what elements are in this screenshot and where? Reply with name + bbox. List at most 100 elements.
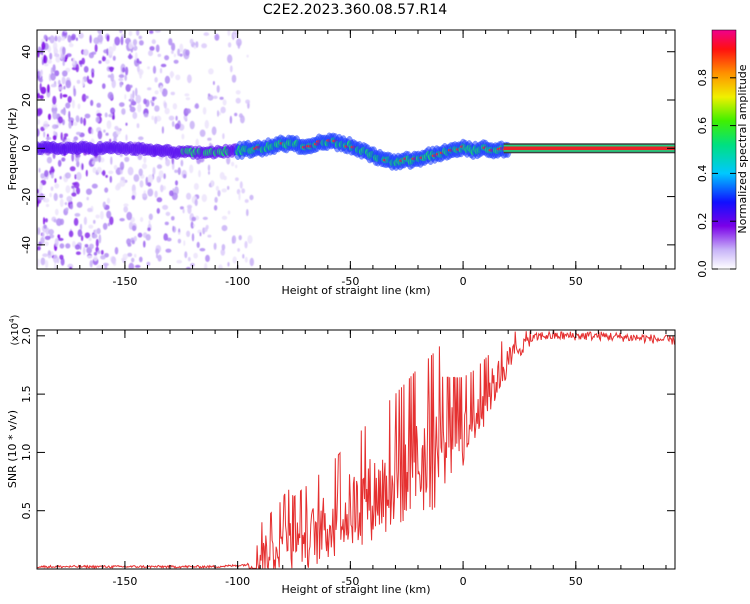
noise-speck (37, 108, 43, 115)
noise-speck (150, 100, 153, 104)
noise-speck (42, 253, 48, 257)
noise-speck (75, 63, 80, 73)
noise-speck (147, 182, 152, 187)
noise-speck (75, 115, 80, 123)
noise-speck (222, 133, 225, 140)
noise-speck (44, 170, 49, 178)
noise-speck (71, 185, 75, 189)
noise-speck (234, 112, 238, 117)
noise-speck (61, 76, 66, 85)
noise-speck (157, 254, 162, 262)
noise-speck (143, 112, 149, 118)
noise-speck (84, 113, 91, 119)
spectrogram-y-ticks: -40 -20 0 20 40 (20, 45, 675, 254)
noise-speck (179, 206, 184, 210)
noise-speck (249, 257, 254, 267)
noise-speck (73, 181, 80, 189)
noise-speck (122, 253, 128, 260)
noise-speck (212, 81, 215, 85)
noise-speck (249, 194, 254, 201)
noise-speck (151, 115, 155, 121)
noise-speck (129, 106, 136, 113)
noise-speck (168, 38, 173, 46)
noise-speck (118, 74, 125, 78)
noise-speck (241, 188, 246, 194)
noise-speck (207, 234, 212, 238)
noise-speck (59, 193, 63, 199)
noise-speck (37, 246, 41, 251)
noise-speck (40, 236, 45, 245)
noise-speck (64, 172, 71, 179)
noise-speck (69, 266, 73, 269)
noise-speck (185, 49, 190, 56)
noise-speck (198, 169, 201, 178)
figure-title: C2E2.2023.360.08.57.R14 (263, 2, 447, 18)
noise-speck (43, 217, 45, 225)
noise-speck (238, 235, 242, 241)
noise-speck (91, 51, 97, 55)
noise-speck (190, 263, 195, 267)
noise-speck (47, 84, 50, 94)
noise-speck (78, 60, 83, 65)
noise-speck (123, 203, 129, 207)
noise-speck (106, 210, 112, 219)
noise-speck (64, 30, 67, 33)
noise-speck (136, 123, 140, 129)
noise-speck (151, 39, 156, 45)
x-tick-label: 0 (460, 575, 467, 588)
noise-speck (199, 232, 202, 237)
noise-speck (202, 216, 208, 220)
noise-speck (61, 157, 66, 162)
noise-speck (148, 50, 153, 57)
noise-speck (171, 216, 175, 221)
noise-speck (109, 216, 114, 225)
noise-speck (173, 59, 179, 64)
noise-speck (68, 230, 74, 238)
snr-frame (36, 329, 676, 570)
noise-speck (177, 48, 181, 57)
noise-speck (204, 262, 208, 269)
noise-speck (85, 95, 89, 99)
noise-speck (159, 68, 163, 74)
snr-panel: -150 -100 -50 0 50 0.5 1.0 1.5 2.0 Height of st… (6, 314, 676, 596)
noise-speck (97, 30, 103, 35)
noise-speck (110, 156, 113, 165)
noise-speck (112, 42, 117, 52)
noise-speck (51, 103, 58, 109)
noise-speck (50, 186, 54, 191)
noise-speck (177, 238, 182, 244)
noise-speck (139, 180, 144, 188)
noise-speck (186, 192, 192, 200)
noise-speck (127, 252, 133, 257)
noise-speck (78, 32, 84, 39)
noise-speck (47, 59, 52, 64)
noise-speck (107, 91, 114, 100)
noise-speck (49, 192, 52, 198)
noise-speck (236, 38, 242, 47)
noise-speck (128, 53, 132, 60)
noise-speck (138, 35, 143, 40)
noise-speck (244, 199, 249, 203)
noise-speck (47, 250, 51, 256)
noise-speck (131, 195, 136, 200)
noise-speck (68, 121, 72, 129)
noise-speck (227, 262, 230, 267)
noise-speck (96, 264, 103, 269)
noise-speck (244, 241, 248, 249)
noise-speck (229, 115, 233, 124)
noise-speck (104, 112, 108, 118)
noise-speck (139, 40, 144, 46)
snr-x-ticks: -150 -100 -50 0 50 (56, 330, 667, 588)
noise-speck (76, 172, 82, 181)
noise-speck (60, 132, 63, 141)
noise-speck (128, 262, 135, 269)
noise-speck (162, 204, 169, 210)
noise-speck (87, 79, 93, 85)
noise-speck (96, 166, 102, 173)
noise-speck (45, 203, 50, 208)
noise-speck (75, 37, 78, 41)
noise-speck (44, 241, 49, 246)
noise-speck (98, 234, 102, 244)
noise-speck (105, 59, 110, 65)
